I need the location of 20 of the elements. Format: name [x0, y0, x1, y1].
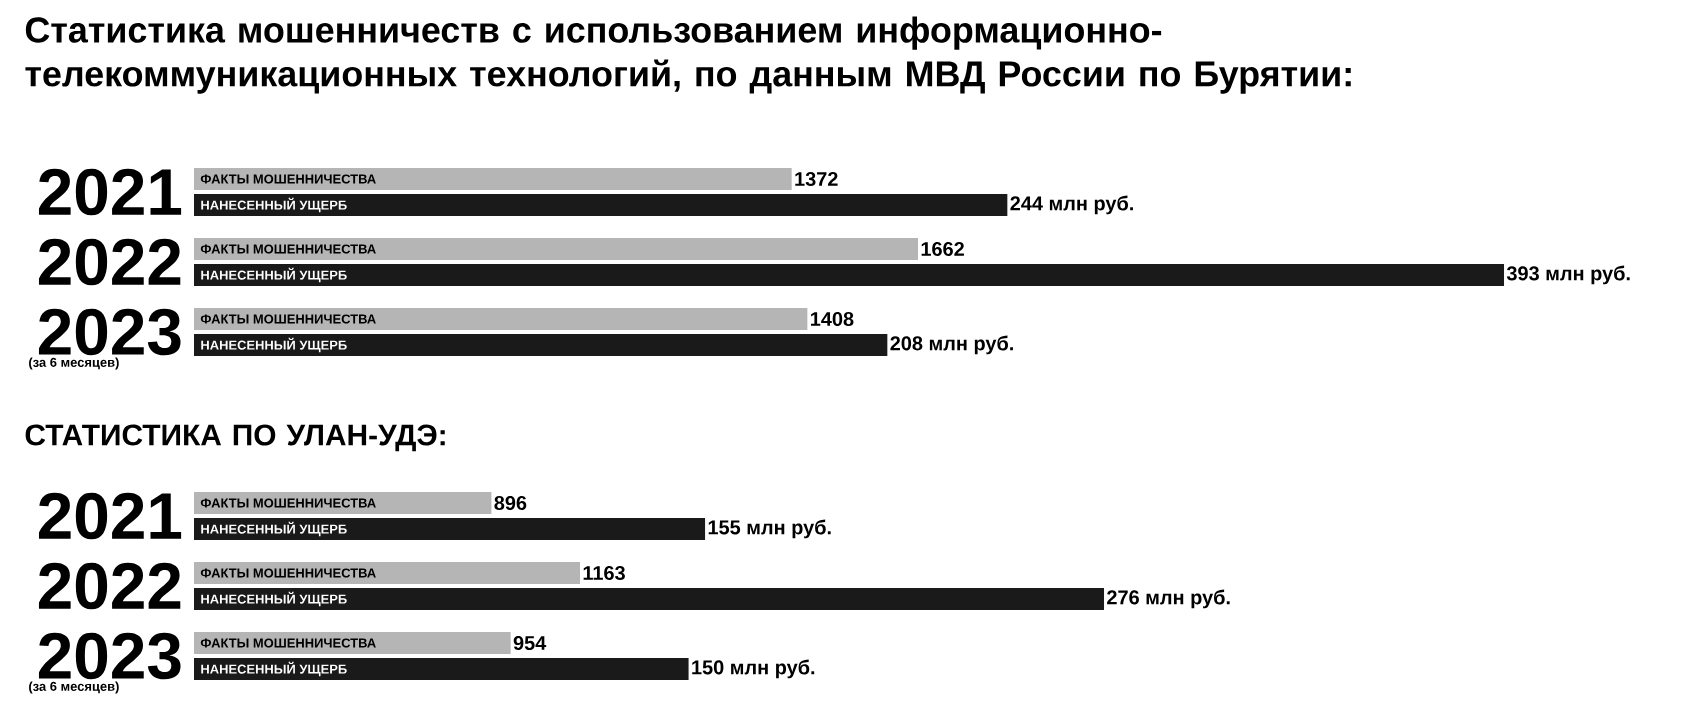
- data-label: 954: [513, 635, 547, 651]
- data-label: 244 млн руб.: [1010, 195, 1133, 215]
- data-label: 393 млн руб.: [1506, 265, 1630, 285]
- chart-title: Статистика мошенничеств с использованием информационно-телекоммуникационных технологий, по данным МВД России по Бурятии:: [25, 16, 1351, 94]
- data-label: 276 млн руб.: [1107, 589, 1230, 609]
- data-label: 1662: [921, 241, 964, 257]
- y-tick-label: 2023: [38, 308, 181, 356]
- data-label: 208 млн руб.: [890, 335, 1013, 355]
- data-label: 150 млн руб.: [692, 659, 815, 679]
- data-label: 1372: [795, 171, 838, 187]
- data-label: 896: [494, 495, 527, 511]
- y-tick-label: 2021: [38, 168, 182, 216]
- data-label: 1163: [583, 565, 625, 581]
- y-tick-label: 2023: [38, 632, 181, 680]
- y-tick-label: 2022: [38, 562, 181, 610]
- y-tick-label: 2021: [38, 492, 182, 540]
- chart-title: СТАТИСТИКА ПО УЛАН-УДЭ:: [25, 424, 445, 452]
- data-label: 1408: [811, 311, 854, 327]
- data-label: 155 млн руб.: [708, 519, 831, 539]
- y-tick-label: 2022: [38, 238, 181, 286]
